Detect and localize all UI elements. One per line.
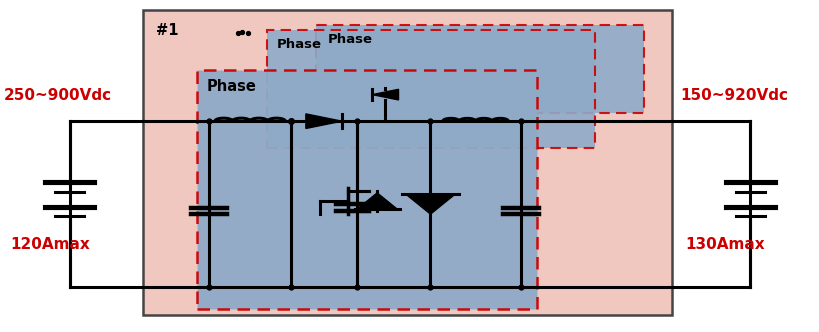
Polygon shape xyxy=(372,89,398,100)
Text: 250~900Vdc: 250~900Vdc xyxy=(4,88,112,103)
FancyBboxPatch shape xyxy=(315,25,643,113)
Text: 150~920Vdc: 150~920Vdc xyxy=(680,88,788,103)
Polygon shape xyxy=(305,114,342,128)
Text: Phase: Phase xyxy=(328,33,373,46)
Text: 130Amax: 130Amax xyxy=(685,237,764,252)
Text: 120Amax: 120Amax xyxy=(10,237,89,252)
Text: #1: #1 xyxy=(156,23,178,38)
FancyBboxPatch shape xyxy=(266,30,594,148)
FancyBboxPatch shape xyxy=(143,10,672,315)
FancyBboxPatch shape xyxy=(197,70,536,309)
Text: Phase: Phase xyxy=(276,38,321,51)
Text: Phase: Phase xyxy=(206,79,256,94)
Polygon shape xyxy=(357,193,396,209)
Polygon shape xyxy=(405,194,455,214)
